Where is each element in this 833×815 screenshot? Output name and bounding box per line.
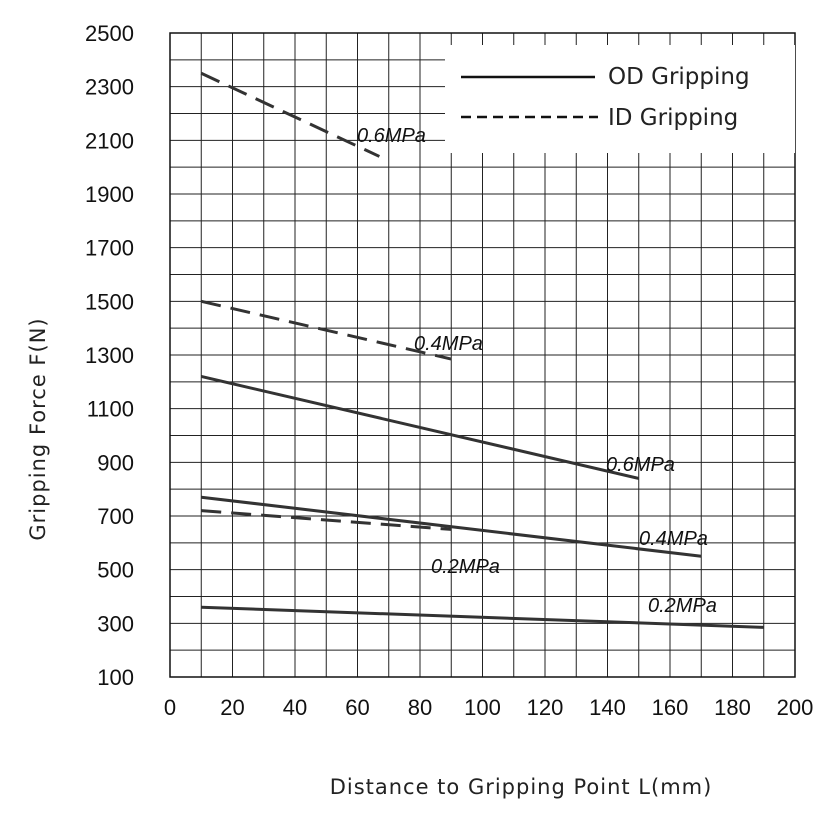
legend-background xyxy=(445,45,795,153)
y-tick-label: 1300 xyxy=(85,343,134,368)
tick-labels: 0 20 40 60 80 100 120 140 160 180 200 100 300 500 700 9… xyxy=(85,21,813,720)
x-tick-label: 80 xyxy=(408,695,432,720)
id-gripping-line-0-2mpa xyxy=(201,509,452,531)
x-tick-label: 60 xyxy=(345,695,369,720)
series xyxy=(200,71,764,629)
y-axis-title: Gripping Force F(N) xyxy=(26,317,50,540)
x-tick-label: 100 xyxy=(464,695,501,720)
y-tick-label: 1500 xyxy=(85,289,134,314)
od-gripping-line-0-6mpa xyxy=(200,375,640,480)
series-label: 0.6MPa xyxy=(357,125,426,147)
series-label: 0.4MPa xyxy=(414,333,483,355)
y-tick-label: 2500 xyxy=(85,21,134,46)
legend-label-od: OD Gripping xyxy=(608,64,750,90)
axes xyxy=(169,32,796,678)
x-tick-label: 40 xyxy=(283,695,307,720)
od-gripping-line-0-2mpa xyxy=(201,605,764,629)
y-tick-label: 900 xyxy=(97,450,134,475)
x-tick-label: 160 xyxy=(652,695,689,720)
y-tick-label: 2300 xyxy=(85,75,134,100)
y-tick-label: 1700 xyxy=(85,236,134,261)
legend-label-id: ID Gripping xyxy=(608,105,738,131)
x-tick-label: 200 xyxy=(777,695,814,720)
series-label: 0.4MPa xyxy=(639,528,708,550)
id-gripping-line-0-4mpa xyxy=(200,299,452,361)
x-tick-label: 0 xyxy=(164,695,176,720)
series-label: 0.6MPa xyxy=(606,454,675,476)
y-tick-label: 300 xyxy=(97,611,134,636)
y-tick-label: 1100 xyxy=(87,397,134,422)
y-tick-label: 700 xyxy=(97,504,134,529)
y-tick-label: 2100 xyxy=(85,128,134,153)
x-tick-label: 120 xyxy=(527,695,564,720)
x-tick-label: 20 xyxy=(220,695,244,720)
y-tick-label: 1900 xyxy=(85,182,134,207)
series-label: 0.2MPa xyxy=(431,556,500,578)
x-tick-label: 140 xyxy=(589,695,626,720)
y-tick-label: 500 xyxy=(97,558,134,583)
id-gripping-line-0-6mpa xyxy=(200,71,381,158)
legend: OD Gripping ID Gripping xyxy=(445,45,795,153)
x-axis-title: Distance to Gripping Point L(mm) xyxy=(330,775,713,799)
series-labels: 0.6MPa 0.4MPa 0.2MPa 0.6MPa 0.4MPa 0.2MPa xyxy=(357,125,717,617)
od-gripping-line-0-4mpa xyxy=(201,495,702,558)
plot-frame xyxy=(169,32,796,678)
x-tick-label: 180 xyxy=(714,695,751,720)
y-tick-label: 100 xyxy=(97,665,134,690)
series-label: 0.2MPa xyxy=(648,595,717,617)
